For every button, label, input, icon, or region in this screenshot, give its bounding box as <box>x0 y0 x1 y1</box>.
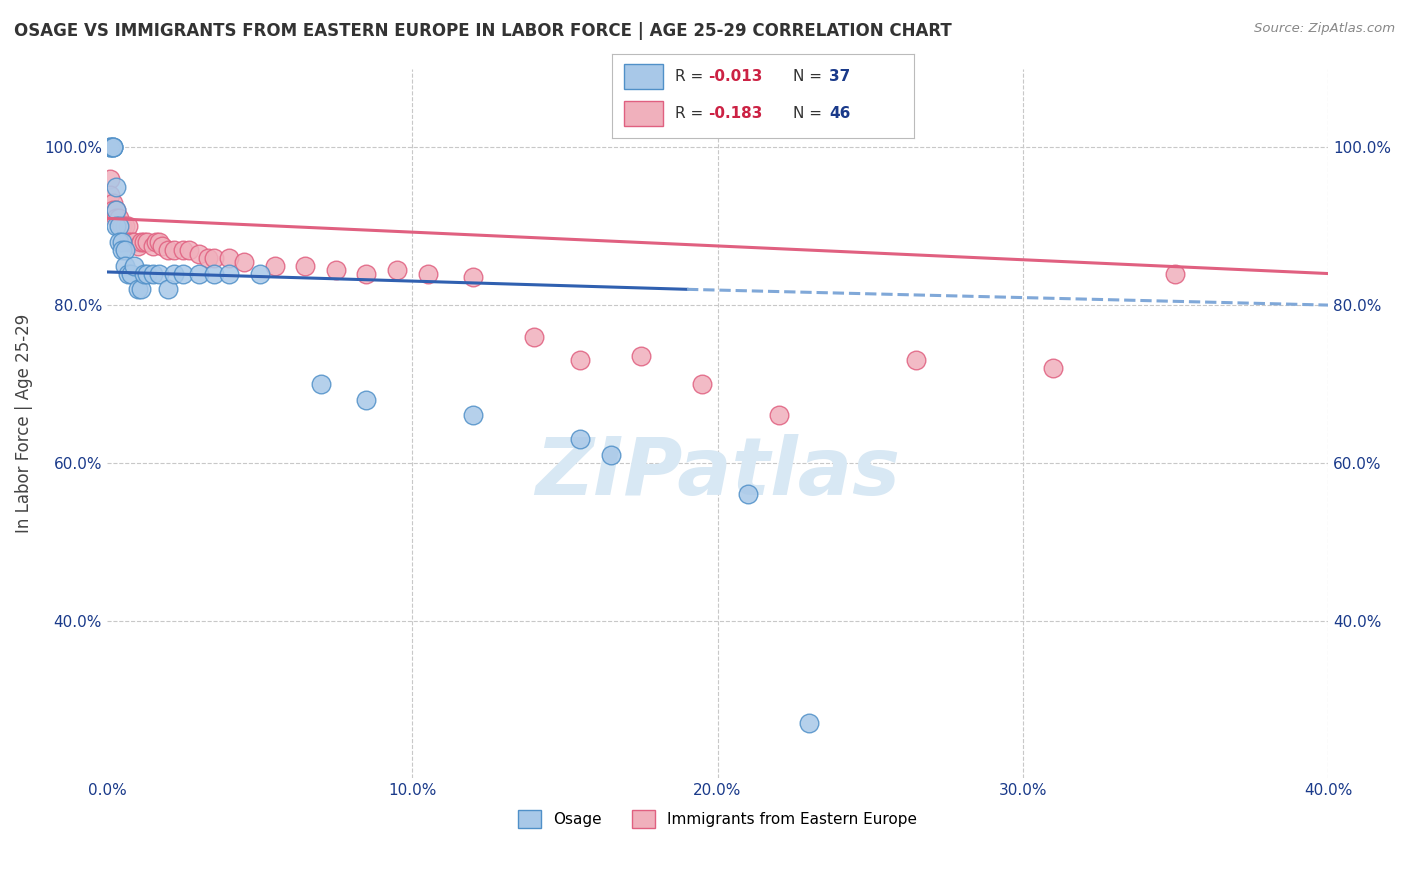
Point <box>148 267 170 281</box>
Point <box>98 140 121 154</box>
Point <box>249 267 271 281</box>
Point <box>233 254 256 268</box>
Point <box>385 262 408 277</box>
Point <box>117 235 139 249</box>
Point <box>135 235 157 249</box>
Point <box>105 211 128 226</box>
Text: -0.013: -0.013 <box>709 69 762 84</box>
Text: OSAGE VS IMMIGRANTS FROM EASTERN EUROPE IN LABOR FORCE | AGE 25-29 CORRELATION C: OSAGE VS IMMIGRANTS FROM EASTERN EUROPE … <box>14 22 952 40</box>
Point <box>117 267 139 281</box>
Point <box>325 262 347 277</box>
Point <box>356 392 378 407</box>
Point <box>105 179 128 194</box>
Point <box>197 251 219 265</box>
Point <box>599 448 621 462</box>
Y-axis label: In Labor Force | Age 25-29: In Labor Force | Age 25-29 <box>15 314 32 533</box>
Point <box>132 235 155 249</box>
Point <box>101 140 124 154</box>
Point <box>142 239 165 253</box>
Point <box>218 251 240 265</box>
Point <box>172 243 194 257</box>
Point <box>356 267 378 281</box>
Point <box>101 203 124 218</box>
Point <box>105 203 128 218</box>
Text: R =: R = <box>675 106 709 121</box>
Point <box>124 235 146 249</box>
Bar <box>624 63 664 89</box>
Point <box>202 267 225 281</box>
Point <box>111 219 134 234</box>
Point <box>904 353 927 368</box>
Bar <box>624 101 664 127</box>
Point <box>108 219 131 234</box>
Point <box>129 235 152 249</box>
Point <box>163 243 186 257</box>
Point <box>114 259 136 273</box>
Point <box>463 409 485 423</box>
Point <box>117 219 139 234</box>
Point <box>105 219 128 234</box>
Point <box>98 172 121 186</box>
Point <box>114 243 136 257</box>
Point <box>111 219 134 234</box>
Point <box>187 247 209 261</box>
Point <box>150 239 173 253</box>
Point <box>768 409 790 423</box>
Point <box>111 243 134 257</box>
Point <box>135 267 157 281</box>
Point <box>120 267 142 281</box>
Point <box>1042 361 1064 376</box>
Point <box>148 235 170 249</box>
Point <box>101 140 124 154</box>
Point <box>124 259 146 273</box>
Point <box>737 487 759 501</box>
Point <box>187 267 209 281</box>
Point <box>127 282 149 296</box>
Point <box>129 282 152 296</box>
Point <box>114 219 136 234</box>
Point <box>145 235 167 249</box>
Point <box>98 187 121 202</box>
Text: -0.183: -0.183 <box>709 106 762 121</box>
Point <box>108 211 131 226</box>
Point <box>172 267 194 281</box>
Point <box>202 251 225 265</box>
Legend: Osage, Immigrants from Eastern Europe: Osage, Immigrants from Eastern Europe <box>512 804 924 834</box>
Point <box>157 282 180 296</box>
Point <box>416 267 439 281</box>
Text: Source: ZipAtlas.com: Source: ZipAtlas.com <box>1254 22 1395 36</box>
Point <box>108 235 131 249</box>
Point <box>111 235 134 249</box>
Point <box>630 349 652 363</box>
Point <box>294 259 316 273</box>
Point <box>463 270 485 285</box>
Point <box>264 259 287 273</box>
Text: N =: N = <box>793 69 827 84</box>
Text: 46: 46 <box>830 106 851 121</box>
Point <box>163 267 186 281</box>
Point <box>157 243 180 257</box>
Point <box>179 243 201 257</box>
Point <box>569 432 592 446</box>
Point <box>523 329 546 343</box>
Text: ZIPatlas: ZIPatlas <box>536 434 900 512</box>
Point <box>101 195 124 210</box>
Point <box>142 267 165 281</box>
Point <box>105 203 128 218</box>
Point <box>690 376 713 391</box>
Point <box>120 235 142 249</box>
Text: 37: 37 <box>830 69 851 84</box>
Point <box>98 140 121 154</box>
Point <box>101 140 124 154</box>
Text: R =: R = <box>675 69 709 84</box>
Point <box>569 353 592 368</box>
Point <box>309 376 332 391</box>
Text: N =: N = <box>793 106 827 121</box>
Point <box>797 716 820 731</box>
Point <box>127 239 149 253</box>
Point <box>132 267 155 281</box>
Point <box>218 267 240 281</box>
Point <box>1164 267 1187 281</box>
